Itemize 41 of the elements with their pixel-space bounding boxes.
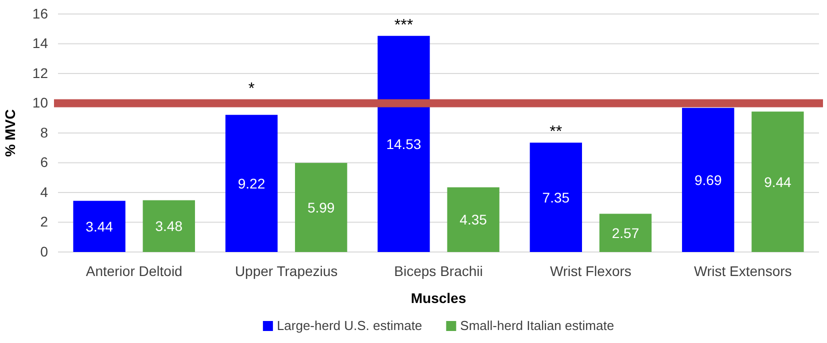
data-label: 14.53 — [386, 136, 422, 152]
data-label: 9.69 — [694, 172, 722, 188]
y-tick-label: 14 — [32, 35, 48, 52]
bar — [599, 214, 652, 252]
y-tick-label: 6 — [40, 154, 48, 170]
y-tick-label: 0 — [40, 243, 48, 260]
legend-label: Small-herd Italian estimate — [460, 318, 614, 333]
bar — [752, 112, 804, 252]
bar — [530, 142, 582, 252]
x-tick-label: Wrist Extensors — [694, 262, 792, 279]
data-label: 3.44 — [86, 218, 114, 234]
x-tick-label: Anterior Deltoid — [86, 262, 182, 279]
annotation: *** — [394, 16, 414, 34]
data-label: 2.57 — [612, 224, 640, 241]
bar — [447, 187, 500, 252]
legend-label: Large-herd U.S. estimate — [276, 318, 422, 333]
data-label: 5.99 — [307, 199, 335, 216]
y-tick-label: 16 — [32, 5, 48, 22]
data-label: 3.48 — [155, 218, 183, 234]
y-tick-label: 8 — [40, 124, 48, 140]
x-tick-label: Upper Trapezius — [234, 262, 338, 279]
y-tick-label: 12 — [32, 64, 48, 81]
y-tick-label: 2 — [40, 214, 48, 230]
data-label: 4.35 — [460, 212, 488, 228]
annotation: * — [248, 80, 255, 98]
data-label: 9.44 — [764, 174, 792, 190]
bar — [225, 114, 278, 252]
bar — [142, 200, 195, 252]
y-tick-label: 4 — [40, 184, 48, 200]
x-tick-label: Wrist Flexors — [550, 262, 632, 279]
data-label: 9.22 — [238, 175, 266, 192]
data-label: 7.35 — [542, 189, 570, 206]
bar — [682, 108, 734, 252]
x-axis-title: Muscles — [410, 290, 466, 306]
bar — [294, 162, 348, 252]
x-tick-label: Biceps Brachii — [394, 262, 483, 279]
bar — [73, 200, 126, 252]
bar — [378, 36, 430, 252]
y-axis-title: % MVC — [2, 109, 18, 157]
y-tick-label: 10 — [32, 94, 48, 111]
annotation: ** — [550, 124, 562, 141]
